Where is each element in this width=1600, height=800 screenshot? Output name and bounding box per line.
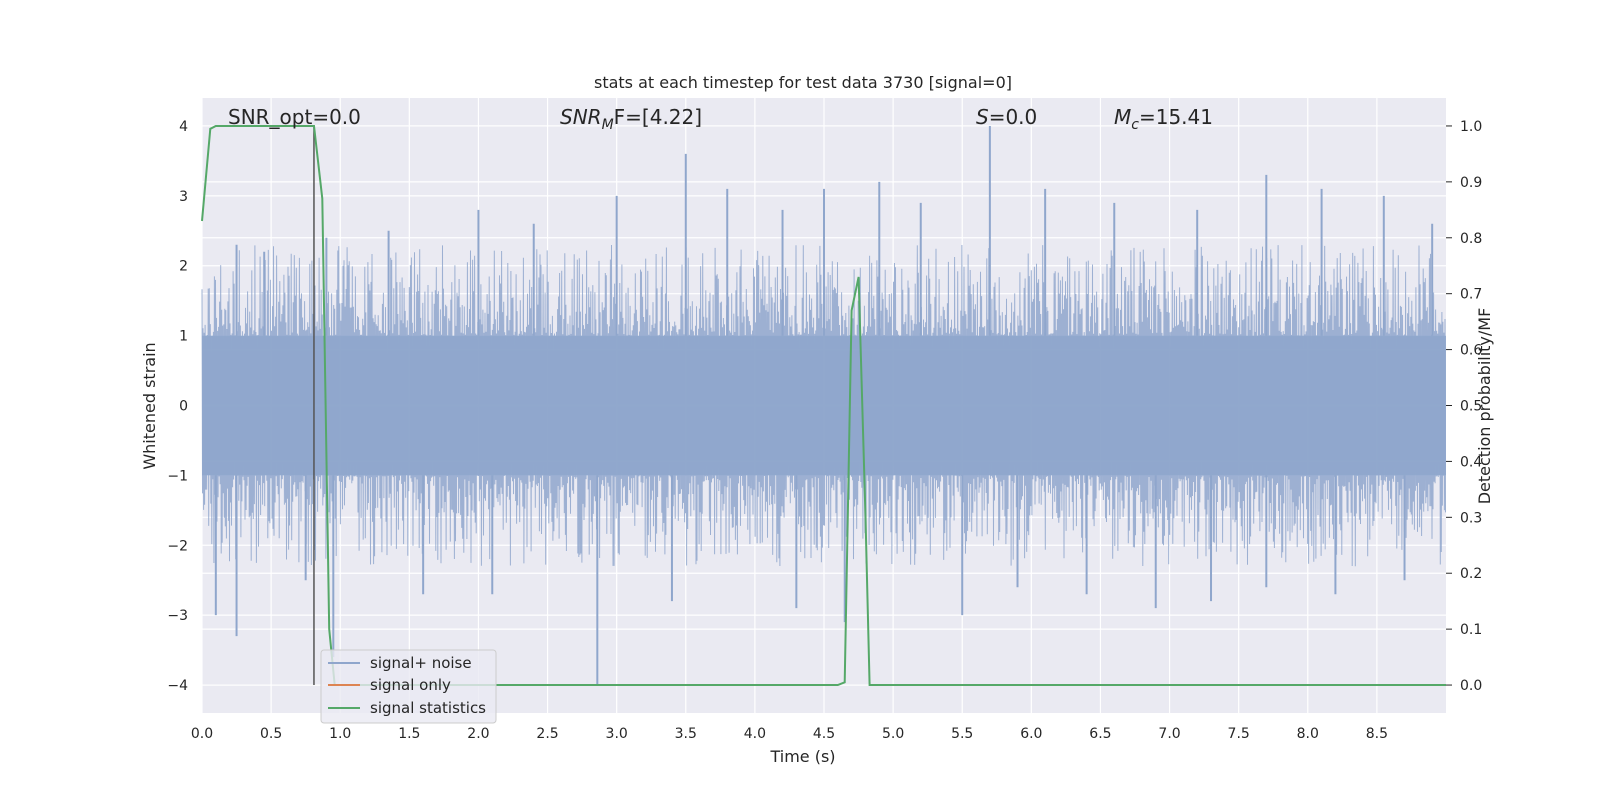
x-tick-label: 3.5 bbox=[675, 726, 697, 742]
x-tick-label: 2.0 bbox=[467, 726, 489, 742]
y-tick-label: −3 bbox=[167, 608, 188, 624]
y-tick-label: 0 bbox=[179, 399, 188, 415]
x-tick-label: 3.0 bbox=[606, 726, 628, 742]
x-tick-label: 5.5 bbox=[951, 726, 973, 742]
x-axis-label: Time (s) bbox=[769, 747, 835, 766]
x-tick-label: 8.0 bbox=[1297, 726, 1319, 742]
legend-label-signal-noise: signal+ noise bbox=[370, 654, 472, 672]
y2-tick-label: 0.0 bbox=[1460, 678, 1482, 694]
legend: signal+ noise signal only signal statist… bbox=[320, 649, 497, 724]
y2-tick-label: 0.3 bbox=[1460, 510, 1482, 526]
chart-title: stats at each timestep for test data 373… bbox=[594, 73, 1012, 92]
y2-tick-label: 0.4 bbox=[1460, 454, 1482, 470]
s-main: S bbox=[976, 105, 989, 129]
y2-axis-label: Detection probability/MF bbox=[1475, 308, 1494, 505]
x-tick-label: 0.5 bbox=[260, 726, 282, 742]
mc-sub: c bbox=[1131, 117, 1139, 133]
annotation-mc: Mc=15.41 bbox=[1114, 105, 1213, 133]
y-tick-label: 4 bbox=[179, 119, 188, 135]
annotation-snr-mf: SNRMF=[4.22] bbox=[560, 105, 702, 133]
snr-mf-rest: F=[4.22] bbox=[614, 105, 702, 129]
y-tick-label: −2 bbox=[167, 538, 188, 554]
y2-tick-labels: 1.0 0.9 0.8 0.7 0.6 0.5 0.4 0.3 0.2 0.1 0.0 bbox=[1446, 119, 1482, 694]
y2-tick-label: 0.7 bbox=[1460, 287, 1482, 303]
x-tick-labels: 0.0 0.5 1.0 1.5 2.0 2.5 3.0 3.5 4.0 4.5 5.0 5.5 6.0 6… bbox=[191, 726, 1388, 742]
x-tick-label: 6.0 bbox=[1020, 726, 1042, 742]
y-tick-labels: 4 3 2 1 0 −1 −2 −3 −4 bbox=[167, 119, 188, 694]
x-tick-label: 4.5 bbox=[813, 726, 835, 742]
y2-tick-label: 0.6 bbox=[1460, 343, 1482, 359]
x-tick-label: 4.0 bbox=[744, 726, 766, 742]
s-rest: =0.0 bbox=[989, 105, 1038, 129]
y-tick-label: 2 bbox=[179, 259, 188, 275]
x-tick-label: 0.0 bbox=[191, 726, 213, 742]
y2-tick-label: 0.9 bbox=[1460, 175, 1482, 191]
signal-noise-series bbox=[201, 125, 1446, 686]
x-tick-label: 7.0 bbox=[1158, 726, 1180, 742]
legend-label-signal-only: signal only bbox=[370, 676, 451, 694]
legend-box bbox=[320, 649, 497, 724]
snr-mf-main: SNR bbox=[560, 105, 602, 129]
signal-noise-band bbox=[202, 335, 1446, 476]
y-tick-label: −4 bbox=[167, 678, 188, 694]
y2-tick-label: 0.5 bbox=[1460, 399, 1482, 415]
annotation-s: S=0.0 bbox=[976, 105, 1037, 129]
legend-label-signal-statistics: signal statistics bbox=[370, 699, 486, 717]
x-tick-label: 7.5 bbox=[1228, 726, 1250, 742]
mc-main: M bbox=[1114, 105, 1131, 129]
x-tick-label: 6.5 bbox=[1089, 726, 1111, 742]
y-tick-label: −1 bbox=[167, 468, 188, 484]
mc-rest: =15.41 bbox=[1139, 105, 1213, 129]
y2-tick-label: 0.8 bbox=[1460, 231, 1482, 247]
x-tick-label: 8.5 bbox=[1366, 726, 1388, 742]
x-tick-label: 5.0 bbox=[882, 726, 904, 742]
y2-tick-label: 1.0 bbox=[1460, 119, 1482, 135]
y-tick-label: 1 bbox=[179, 329, 188, 345]
y2-tick-label: 0.2 bbox=[1460, 566, 1482, 582]
x-tick-label: 1.0 bbox=[329, 726, 351, 742]
x-tick-label: 1.5 bbox=[398, 726, 420, 742]
y2-tick-label: 0.1 bbox=[1460, 622, 1482, 638]
snr-mf-sub: M bbox=[602, 117, 614, 133]
x-tick-label: 2.5 bbox=[536, 726, 558, 742]
annotation-snr-opt: SNR_opt=0.0 bbox=[228, 105, 361, 129]
y-axis-label: Whitened strain bbox=[140, 342, 159, 469]
y-tick-label: 3 bbox=[179, 189, 188, 205]
